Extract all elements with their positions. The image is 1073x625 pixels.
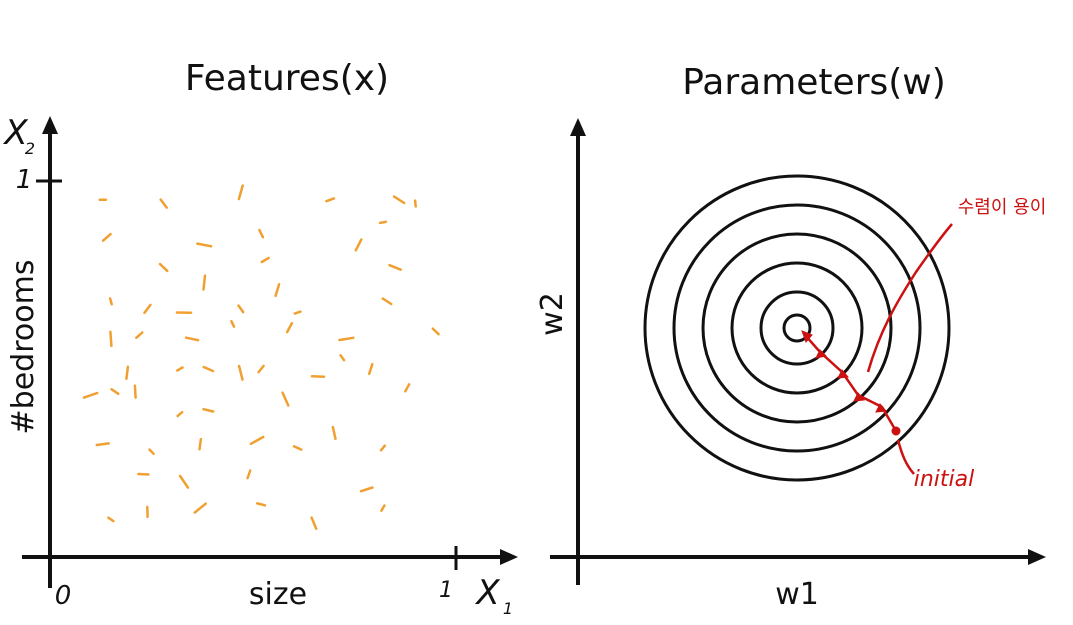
scatter-point xyxy=(257,364,265,374)
left-y-label: #bedrooms xyxy=(6,260,41,435)
scatter-point xyxy=(354,238,363,252)
scatter-point xyxy=(110,388,120,396)
scatter-point xyxy=(392,195,406,205)
scatter-point xyxy=(249,435,265,446)
descent-step-marker xyxy=(837,369,850,379)
descent-path xyxy=(801,330,901,436)
scatter-point xyxy=(125,365,130,380)
right-y-axis-arrow xyxy=(570,118,586,136)
contour-circle xyxy=(759,290,835,366)
left-y-axis-letter: X xyxy=(2,113,28,153)
left-y-axis-subscript: 2 xyxy=(25,139,35,158)
scatter-point xyxy=(107,516,115,523)
scatter-point xyxy=(202,274,207,291)
scatter-point xyxy=(331,425,337,441)
scatter-points xyxy=(82,184,440,530)
scatter-point xyxy=(260,256,270,264)
scatter-point xyxy=(158,262,169,273)
left-origin-label: 0 xyxy=(55,581,72,611)
scatter-point xyxy=(159,198,168,209)
left-x-axis-name: X 1 xyxy=(474,573,513,618)
scatter-point xyxy=(404,383,411,393)
scatter-point xyxy=(359,486,374,493)
start-label: initial xyxy=(914,467,975,492)
scatter-point xyxy=(109,330,113,348)
left-x-max-tick-label: 1 xyxy=(439,578,453,603)
scatter-point xyxy=(281,391,290,407)
annotation-text: 수렴이 용이 xyxy=(958,197,1047,218)
scatter-point xyxy=(176,366,184,372)
scatter-point xyxy=(148,448,155,456)
scatter-point xyxy=(108,297,113,306)
scatter-point xyxy=(198,437,203,451)
left-y-max-tick-label: 1 xyxy=(16,165,33,195)
scatter-point xyxy=(202,365,215,373)
scatter-point xyxy=(338,336,355,342)
scatter-point xyxy=(379,444,387,452)
scatter-point xyxy=(413,199,417,208)
scatter-point xyxy=(255,502,267,507)
left-y-axis-name: X 2 xyxy=(2,113,35,158)
scatter-point xyxy=(292,445,303,451)
scatter-point xyxy=(274,283,281,298)
right-x-axis-arrow xyxy=(1028,549,1046,565)
scatter-point xyxy=(196,242,213,248)
scatter-point xyxy=(95,442,110,447)
scatter-point xyxy=(310,516,318,530)
scatter-point xyxy=(184,336,200,342)
descent-arrowhead xyxy=(801,330,813,343)
scatter-point xyxy=(293,310,302,315)
scatter-point xyxy=(230,319,236,328)
right-panel-title: Parameters(w) xyxy=(682,62,946,103)
right-x-label: w1 xyxy=(775,577,819,612)
scatter-point xyxy=(367,362,374,376)
scatter-point xyxy=(202,407,215,413)
left-panel: Features(x) 1 1 0 X 1 X 2 size #bedrooms xyxy=(2,58,518,618)
scatter-point xyxy=(246,469,252,480)
scatter-point xyxy=(101,232,112,242)
scatter-point xyxy=(178,474,190,489)
scatter-point xyxy=(431,327,440,336)
scatter-point xyxy=(378,220,388,225)
contour-circle xyxy=(672,203,922,453)
descent-step-marker xyxy=(815,349,828,359)
left-y-axis-arrow xyxy=(42,116,58,134)
contour-circle xyxy=(701,232,893,424)
scatter-point xyxy=(381,297,393,306)
scatter-point xyxy=(82,391,99,399)
right-y-label: w2 xyxy=(535,292,570,336)
scatter-point xyxy=(135,331,144,340)
contour-circle xyxy=(730,261,864,395)
left-x-axis-letter: X xyxy=(474,573,500,613)
left-x-axis-arrow xyxy=(500,549,518,565)
contour-circle xyxy=(643,174,951,482)
scatter-point xyxy=(325,197,336,203)
scatter-point xyxy=(339,354,346,362)
start-label-pointer xyxy=(896,439,915,475)
annotation-pointer xyxy=(866,223,953,373)
descent-step-marker xyxy=(853,392,866,402)
scatter-point xyxy=(237,184,244,201)
scatter-point xyxy=(193,502,207,514)
left-x-label: size xyxy=(249,577,307,612)
scatter-point xyxy=(133,384,137,399)
contour-circle xyxy=(782,313,812,343)
left-panel-title: Features(x) xyxy=(185,58,389,99)
scatter-point xyxy=(237,304,245,314)
left-x-axis-subscript: 1 xyxy=(503,599,513,618)
scatter-point xyxy=(285,321,294,334)
scatter-point xyxy=(258,228,265,239)
scatter-point xyxy=(137,472,150,476)
scatter-point xyxy=(388,263,402,271)
scatter-point xyxy=(176,410,184,418)
scatter-point xyxy=(380,504,386,512)
scatter-point xyxy=(237,364,244,381)
descent-start-point xyxy=(891,426,901,436)
descent-step-marker xyxy=(875,403,888,413)
right-panel: Parameters(w) w1 w2 수렴이 용이 initial xyxy=(535,62,1046,612)
scatter-point xyxy=(143,303,152,315)
contour-circles xyxy=(643,174,951,482)
